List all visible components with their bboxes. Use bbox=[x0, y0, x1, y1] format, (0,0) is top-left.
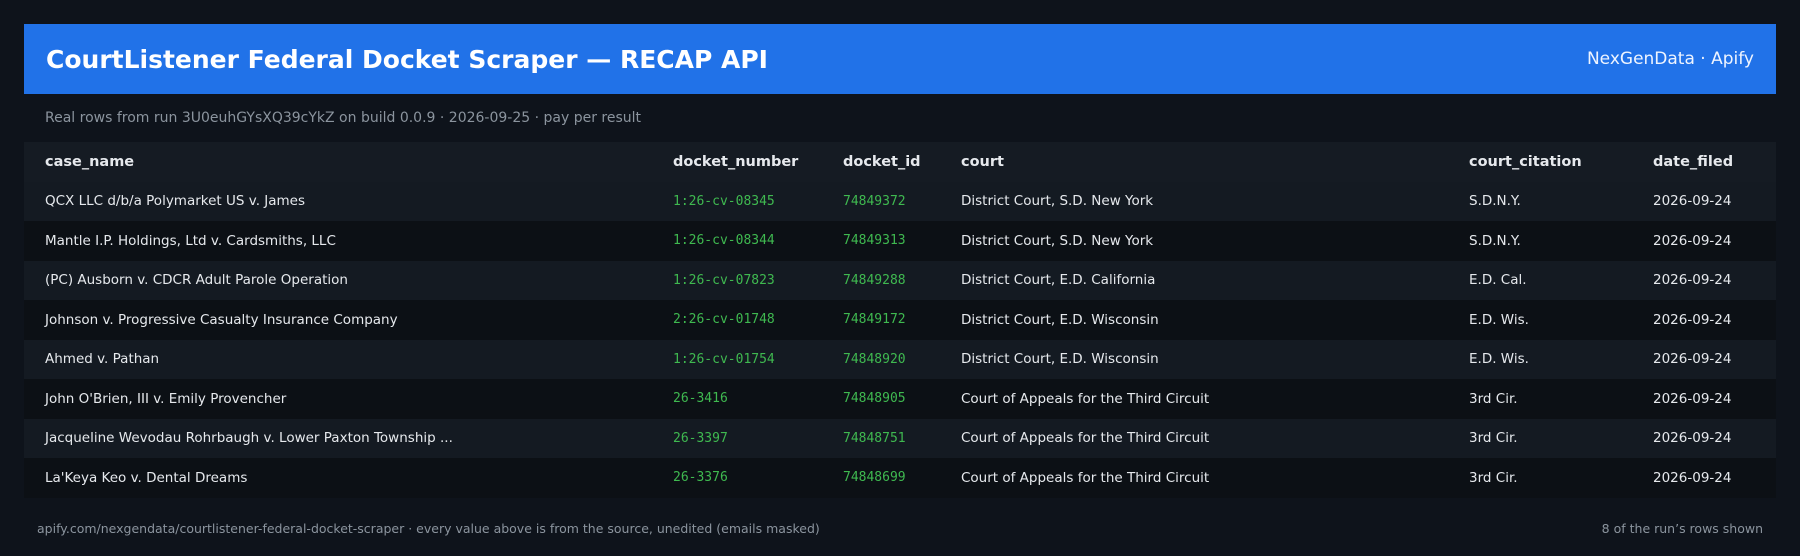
table-row[interactable]: Ahmed v. Pathan 1:26-cv-01754 74848920 D… bbox=[24, 339, 1776, 379]
cell-case-name: John O'Brien, III v. Emily Provencher bbox=[24, 379, 673, 419]
cell-court: Court of Appeals for the Third Circuit bbox=[961, 458, 1469, 498]
main-panel: CourtListener Federal Docket Scraper — R… bbox=[24, 24, 1776, 498]
cell-court: District Court, S.D. New York bbox=[961, 181, 1469, 221]
cell-case-name: Ahmed v. Pathan bbox=[24, 339, 673, 379]
column-header-date-filed[interactable]: date_filed bbox=[1653, 142, 1776, 182]
docket-table: case_name docket_number docket_id court … bbox=[24, 142, 1776, 498]
table-header-row: case_name docket_number docket_id court … bbox=[24, 142, 1776, 182]
cell-case-name: Jacqueline Wevodau Rohrbaugh v. Lower Pa… bbox=[24, 418, 673, 458]
cell-docket-number: 26-3397 bbox=[673, 418, 843, 458]
table-row[interactable]: QCX LLC d/b/a Polymarket US v. James 1:2… bbox=[24, 181, 1776, 221]
cell-court: District Court, E.D. California bbox=[961, 260, 1469, 300]
cell-court-citation: 3rd Cir. bbox=[1469, 379, 1653, 419]
cell-docket-id: 74849172 bbox=[843, 300, 961, 340]
table-row[interactable]: Jacqueline Wevodau Rohrbaugh v. Lower Pa… bbox=[24, 418, 1776, 458]
cell-court: District Court, S.D. New York bbox=[961, 221, 1469, 261]
column-header-court-citation[interactable]: court_citation bbox=[1469, 142, 1653, 182]
cell-docket-id: 74848920 bbox=[843, 339, 961, 379]
cell-docket-number: 1:26-cv-08344 bbox=[673, 221, 843, 261]
cell-docket-id: 74849288 bbox=[843, 260, 961, 300]
cell-court-citation: E.D. Wis. bbox=[1469, 339, 1653, 379]
cell-court-citation: S.D.N.Y. bbox=[1469, 181, 1653, 221]
column-header-case-name[interactable]: case_name bbox=[24, 142, 673, 182]
cell-date-filed: 2026-09-24 bbox=[1653, 260, 1776, 300]
footer-bar: apify.com/nexgendata/courtlistener-feder… bbox=[37, 521, 1763, 536]
cell-court: Court of Appeals for the Third Circuit bbox=[961, 418, 1469, 458]
table-row[interactable]: Mantle I.P. Holdings, Ltd v. Cardsmiths,… bbox=[24, 221, 1776, 261]
cell-court: District Court, E.D. Wisconsin bbox=[961, 339, 1469, 379]
cell-docket-number: 1:26-cv-08345 bbox=[673, 181, 843, 221]
table-row[interactable]: (PC) Ausborn v. CDCR Adult Parole Operat… bbox=[24, 260, 1776, 300]
cell-case-name: Mantle I.P. Holdings, Ltd v. Cardsmiths,… bbox=[24, 221, 673, 261]
cell-docket-number: 26-3416 bbox=[673, 379, 843, 419]
cell-date-filed: 2026-09-24 bbox=[1653, 181, 1776, 221]
column-header-docket-id[interactable]: docket_id bbox=[843, 142, 961, 182]
cell-case-name: Johnson v. Progressive Casualty Insuranc… bbox=[24, 300, 673, 340]
cell-date-filed: 2026-09-24 bbox=[1653, 221, 1776, 261]
cell-date-filed: 2026-09-24 bbox=[1653, 418, 1776, 458]
cell-case-name: (PC) Ausborn v. CDCR Adult Parole Operat… bbox=[24, 260, 673, 300]
cell-case-name: La'Keya Keo v. Dental Dreams bbox=[24, 458, 673, 498]
header-bar: CourtListener Federal Docket Scraper — R… bbox=[24, 24, 1776, 94]
footer-source-link[interactable]: apify.com/nexgendata/courtlistener-feder… bbox=[37, 521, 820, 536]
cell-court-citation: 3rd Cir. bbox=[1469, 418, 1653, 458]
cell-docket-number: 1:26-cv-01754 bbox=[673, 339, 843, 379]
cell-court: Court of Appeals for the Third Circuit bbox=[961, 379, 1469, 419]
cell-docket-number: 26-3376 bbox=[673, 458, 843, 498]
column-header-docket-number[interactable]: docket_number bbox=[673, 142, 843, 182]
cell-docket-id: 74848751 bbox=[843, 418, 961, 458]
table-row[interactable]: La'Keya Keo v. Dental Dreams 26-3376 748… bbox=[24, 458, 1776, 498]
table-row[interactable]: John O'Brien, III v. Emily Provencher 26… bbox=[24, 379, 1776, 419]
cell-date-filed: 2026-09-24 bbox=[1653, 300, 1776, 340]
cell-docket-id: 74848905 bbox=[843, 379, 961, 419]
cell-docket-number: 2:26-cv-01748 bbox=[673, 300, 843, 340]
cell-court-citation: S.D.N.Y. bbox=[1469, 221, 1653, 261]
footer-row-count: 8 of the run’s rows shown bbox=[1601, 521, 1763, 536]
cell-docket-id: 74849372 bbox=[843, 181, 961, 221]
table-row[interactable]: Johnson v. Progressive Casualty Insuranc… bbox=[24, 300, 1776, 340]
cell-case-name: QCX LLC d/b/a Polymarket US v. James bbox=[24, 181, 673, 221]
cell-date-filed: 2026-09-24 bbox=[1653, 458, 1776, 498]
cell-docket-id: 74849313 bbox=[843, 221, 961, 261]
cell-date-filed: 2026-09-24 bbox=[1653, 379, 1776, 419]
cell-date-filed: 2026-09-24 bbox=[1653, 339, 1776, 379]
column-header-court[interactable]: court bbox=[961, 142, 1469, 182]
cell-docket-id: 74848699 bbox=[843, 458, 961, 498]
cell-court-citation: 3rd Cir. bbox=[1469, 458, 1653, 498]
cell-docket-number: 1:26-cv-07823 bbox=[673, 260, 843, 300]
run-subtitle: Real rows from run 3U0euhGYsXQ39cYkZ on … bbox=[45, 110, 642, 126]
cell-court: District Court, E.D. Wisconsin bbox=[961, 300, 1469, 340]
cell-court-citation: E.D. Cal. bbox=[1469, 260, 1653, 300]
cell-court-citation: E.D. Wis. bbox=[1469, 300, 1653, 340]
page-title: CourtListener Federal Docket Scraper — R… bbox=[46, 44, 768, 74]
brand-label: NexGenData · Apify bbox=[1586, 49, 1754, 69]
